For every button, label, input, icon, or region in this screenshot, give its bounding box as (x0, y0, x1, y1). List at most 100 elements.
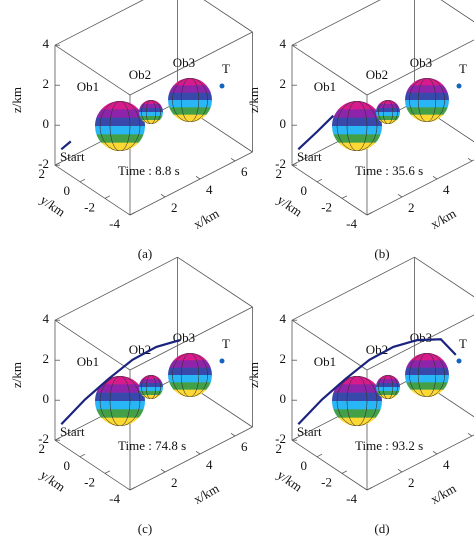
trajectory (297, 338, 457, 426)
time-label: Time : 35.6 s (355, 163, 423, 178)
x-axis-label: x/km (428, 206, 459, 232)
x-tick-label: 2 (171, 200, 178, 215)
x-tick-label: 4 (206, 182, 213, 197)
trajectory (60, 339, 181, 426)
z-tick-label: 0 (280, 116, 287, 131)
z-axis-label: z/km (246, 87, 261, 113)
y-tick-label: -2 (321, 474, 332, 489)
box-edge (129, 306, 253, 371)
box-edge (54, 0, 144, 46)
obstacle-sphere (332, 101, 382, 151)
z-tick-label: 0 (43, 391, 50, 406)
panel-caption: (a) (138, 246, 152, 261)
trajectory (60, 140, 72, 151)
panel-caption: (d) (374, 521, 389, 536)
y-tick-label: 0 (64, 183, 71, 198)
y-tick-label: 2 (39, 166, 46, 181)
y-tick-label: -4 (346, 491, 357, 506)
x-tick-label: 2 (171, 475, 178, 490)
box-edge (414, 256, 474, 298)
box-edge (129, 426, 253, 491)
z-axis-label: z/km (9, 362, 24, 388)
x-tick (160, 193, 166, 198)
y-tick (341, 470, 348, 474)
box-edge (366, 434, 474, 491)
z-axis-label: z/km (246, 362, 261, 388)
box-edge (291, 164, 368, 216)
z-tick-label: 4 (280, 36, 287, 51)
target-point (456, 83, 462, 89)
x-tick (397, 468, 403, 473)
z-tick-label: -2 (38, 156, 49, 171)
obstacle-sphere (95, 376, 145, 426)
panel-caption: (c) (138, 521, 152, 536)
y-tick (79, 453, 86, 458)
start-label: Start (60, 149, 85, 164)
y-tick-label: -4 (109, 491, 120, 506)
obstacle-sphere (139, 100, 163, 124)
z-tick-label: 0 (43, 116, 50, 131)
panel: -202420-2-4246z/kmy/kmx/kmOb1Ob2Ob3TStar… (246, 0, 474, 261)
x-tick (467, 432, 473, 437)
x-tick (397, 193, 403, 198)
y-tick (129, 487, 136, 491)
z-tick-label: 0 (280, 391, 287, 406)
obstacle-label: Ob1 (77, 354, 99, 369)
x-axis-label: x/km (428, 481, 459, 507)
obstacle-label: Ob1 (314, 79, 336, 94)
target-label: T (459, 336, 467, 351)
trajectory (297, 114, 335, 151)
box-edge (54, 319, 131, 371)
box-edge (291, 0, 381, 46)
obstacle-sphere (168, 78, 212, 122)
x-axis-label: x/km (191, 206, 222, 232)
obstacle-label: Ob1 (314, 354, 336, 369)
obstacle-sphere (95, 101, 145, 151)
obstacle-sphere (139, 375, 163, 399)
target-point (219, 83, 225, 89)
obstacle-sphere (376, 100, 400, 124)
y-tick (129, 212, 136, 216)
box-edge (54, 439, 131, 491)
y-tick-label: -2 (84, 474, 95, 489)
x-tick-label: 6 (241, 439, 248, 454)
target-point (219, 358, 225, 364)
box-edge (54, 256, 178, 321)
y-tick (366, 212, 373, 216)
x-tick-label: 2 (408, 475, 415, 490)
obstacle-sphere (405, 78, 449, 122)
start-label: Start (297, 149, 322, 164)
y-tick-label: -4 (109, 216, 120, 231)
time-label: Time : 8.8 s (118, 163, 180, 178)
x-tick (432, 450, 438, 455)
box-edge (291, 44, 368, 96)
target-label: T (222, 336, 230, 351)
z-axis-label: z/km (9, 87, 24, 113)
z-tick-label: 4 (280, 311, 287, 326)
x-tick-label: 4 (443, 457, 450, 472)
start-label: Start (297, 424, 322, 439)
obstacle-sphere (376, 375, 400, 399)
x-tick (467, 157, 473, 162)
x-tick (230, 432, 236, 437)
box-edge (291, 319, 368, 371)
x-tick (160, 468, 166, 473)
x-tick (195, 450, 201, 455)
panel: -202420-2-4246z/kmy/kmx/kmOb1Ob2Ob3TStar… (246, 256, 474, 536)
obstacle-label: Ob3 (173, 55, 195, 70)
target-label: T (459, 61, 467, 76)
z-tick-label: 2 (280, 351, 287, 366)
y-tick (54, 162, 61, 166)
y-tick-label: -2 (321, 199, 332, 214)
z-tick-label: 4 (43, 36, 50, 51)
y-tick (316, 178, 323, 183)
y-tick-label: 0 (64, 458, 71, 473)
z-tick-label: -2 (38, 431, 49, 446)
z-tick-label: 2 (280, 76, 287, 91)
x-tick-label: 2 (408, 200, 415, 215)
y-tick (316, 453, 323, 458)
obstacle-label: Ob3 (173, 330, 195, 345)
box-edge (129, 31, 253, 96)
